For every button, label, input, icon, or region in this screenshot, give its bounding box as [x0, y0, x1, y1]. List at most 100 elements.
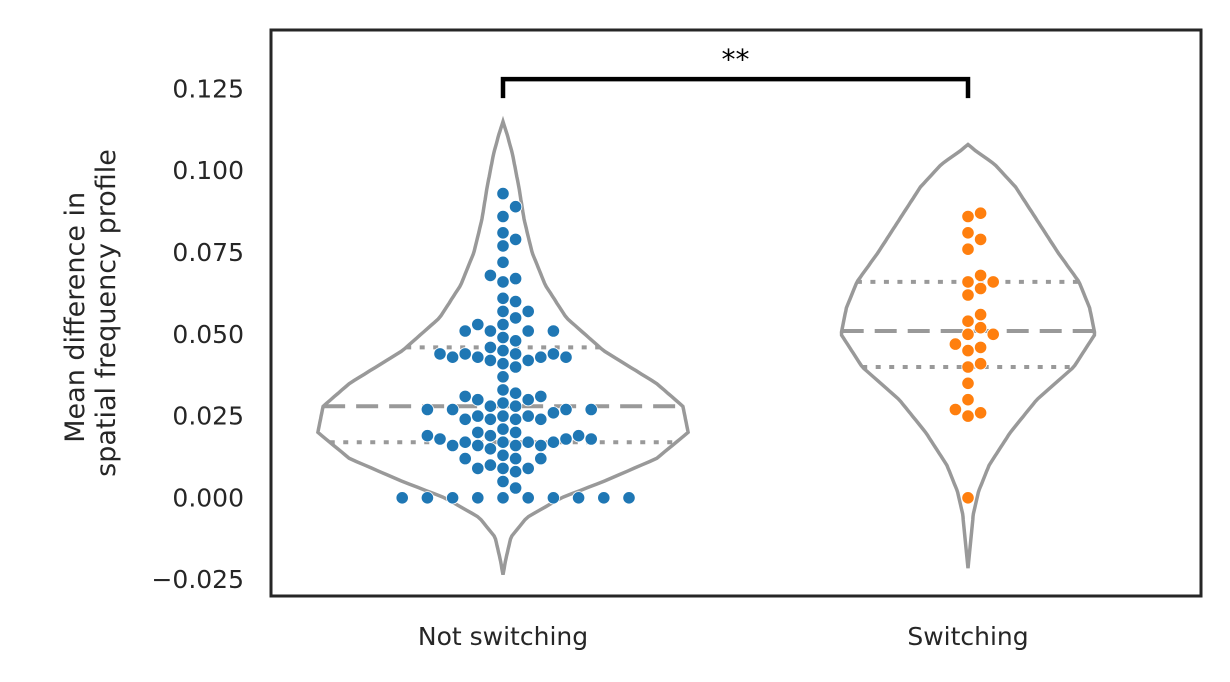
x-tick-label: Not switching	[418, 622, 588, 651]
data-point	[974, 282, 986, 294]
data-point	[962, 227, 974, 239]
data-point	[974, 233, 986, 245]
data-point	[547, 348, 559, 360]
data-point	[497, 475, 509, 487]
data-point	[497, 436, 509, 448]
data-point	[472, 439, 484, 451]
data-point	[484, 430, 496, 442]
data-point	[497, 292, 509, 304]
y-tick-label: 0.075	[172, 238, 244, 267]
data-point	[497, 227, 509, 239]
data-point	[560, 351, 572, 363]
data-point	[497, 410, 509, 422]
data-point	[459, 436, 471, 448]
data-point	[484, 459, 496, 471]
data-point	[522, 394, 534, 406]
data-point	[522, 462, 534, 474]
y-tick-label: 0.000	[172, 483, 244, 512]
data-point	[585, 403, 597, 415]
data-point	[974, 358, 986, 370]
data-point	[522, 436, 534, 448]
y-tick-label: 0.050	[172, 320, 244, 349]
data-point	[547, 407, 559, 419]
data-point	[535, 413, 547, 425]
data-point	[572, 430, 584, 442]
data-point	[509, 452, 521, 464]
data-point	[509, 413, 521, 425]
data-point	[396, 492, 408, 504]
data-point	[497, 449, 509, 461]
data-point	[987, 328, 999, 340]
significance-bracket: **	[503, 43, 968, 98]
data-point	[509, 400, 521, 412]
data-point	[497, 462, 509, 474]
data-point	[446, 439, 458, 451]
x-axis: Not switching Switching	[418, 622, 1029, 651]
data-point	[497, 318, 509, 330]
data-point	[472, 410, 484, 422]
data-point	[962, 344, 974, 356]
data-point	[472, 426, 484, 438]
data-point	[484, 341, 496, 353]
y-axis-title-line-2: spatial frequency profile	[91, 149, 122, 477]
data-point	[484, 413, 496, 425]
data-point	[509, 335, 521, 347]
data-point	[509, 348, 521, 360]
plot-frame	[271, 30, 1201, 596]
data-point	[962, 394, 974, 406]
data-point	[535, 351, 547, 363]
data-point	[497, 240, 509, 252]
data-point	[421, 430, 433, 442]
data-point	[484, 325, 496, 337]
y-tick-label: −0.025	[151, 565, 244, 594]
data-point	[509, 201, 521, 213]
data-point	[509, 272, 521, 284]
data-point	[509, 482, 521, 494]
data-point	[497, 358, 509, 370]
swarm-layer	[396, 187, 999, 504]
data-point	[497, 371, 509, 383]
data-point	[472, 318, 484, 330]
y-tick-label: 0.125	[172, 74, 244, 103]
data-point	[421, 403, 433, 415]
data-point	[962, 328, 974, 340]
data-point	[472, 394, 484, 406]
data-point	[547, 325, 559, 337]
data-point	[497, 276, 509, 288]
data-point	[522, 305, 534, 317]
data-point	[560, 433, 572, 445]
data-point	[484, 354, 496, 366]
y-axis-title-line-1: Mean difference in	[60, 192, 91, 443]
data-point	[598, 492, 610, 504]
data-point	[497, 384, 509, 396]
data-point	[459, 452, 471, 464]
data-point	[509, 387, 521, 399]
data-point	[974, 207, 986, 219]
data-point	[497, 344, 509, 356]
data-point	[509, 295, 521, 307]
data-point	[509, 439, 521, 451]
x-tick-label: Switching	[907, 622, 1028, 651]
bracket-line	[503, 79, 968, 98]
data-point	[949, 338, 961, 350]
data-point	[623, 492, 635, 504]
data-point	[509, 233, 521, 245]
data-point	[459, 325, 471, 337]
data-point	[497, 397, 509, 409]
data-point	[974, 341, 986, 353]
data-point	[974, 407, 986, 419]
data-point	[446, 351, 458, 363]
data-point	[547, 492, 559, 504]
data-point	[535, 452, 547, 464]
y-axis-title: Mean difference in spatial frequency pro…	[60, 149, 122, 477]
data-point	[497, 256, 509, 268]
data-point	[974, 308, 986, 320]
data-point	[962, 377, 974, 389]
y-tick-label: 0.100	[172, 156, 244, 185]
data-point	[962, 361, 974, 373]
data-point	[962, 410, 974, 422]
significance-label: **	[722, 43, 750, 76]
data-point	[522, 492, 534, 504]
data-point	[547, 436, 559, 448]
